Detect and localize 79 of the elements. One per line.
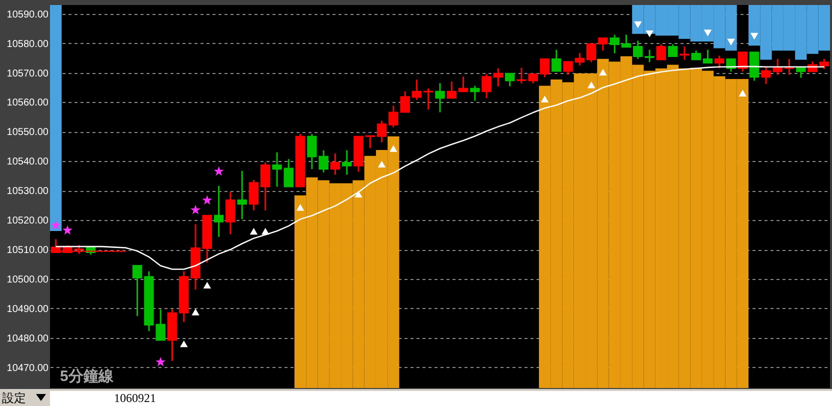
y-tick-label: 10580.00 xyxy=(6,38,49,50)
point xyxy=(738,90,747,96)
point xyxy=(192,308,200,316)
point xyxy=(62,225,72,235)
point xyxy=(156,356,166,366)
text: 1060921 xyxy=(114,391,156,406)
candlestick xyxy=(528,73,538,84)
candlestick xyxy=(563,60,573,76)
point xyxy=(250,228,258,235)
y-tick-label: 10480.00 xyxy=(6,333,49,344)
candlestick xyxy=(482,73,492,99)
point xyxy=(646,30,654,38)
point xyxy=(750,32,758,40)
y-tick-label: 10530.00 xyxy=(6,186,49,198)
candlestick xyxy=(552,49,562,72)
point xyxy=(704,30,712,36)
candlestick xyxy=(621,34,632,48)
candlestick xyxy=(702,49,713,64)
candlestick xyxy=(365,135,376,149)
candlestick xyxy=(446,80,457,99)
y-tick-label: 10500.00 xyxy=(6,274,49,286)
y-tick-label: 10520.00 xyxy=(6,216,49,227)
candlestick xyxy=(610,34,620,54)
candlestick xyxy=(214,185,224,238)
candlestick xyxy=(691,50,701,61)
candlestick xyxy=(819,58,830,70)
candlestick xyxy=(470,84,480,102)
candlestick xyxy=(504,72,515,88)
candlestick xyxy=(598,37,608,52)
y-tick-label: 10550.00 xyxy=(6,127,49,138)
text: 設定 xyxy=(2,390,26,406)
point xyxy=(378,160,386,168)
y-tick-label: 10560.00 xyxy=(6,98,49,109)
candlestick xyxy=(796,67,806,79)
point xyxy=(190,204,201,214)
point xyxy=(202,195,212,205)
candlestick xyxy=(330,152,340,176)
candlestick xyxy=(412,78,422,101)
point xyxy=(296,204,304,211)
candlestick xyxy=(656,43,666,61)
point xyxy=(599,68,607,76)
candlestick xyxy=(284,158,294,188)
candlestick xyxy=(260,162,270,212)
y-tick-label: 10510.00 xyxy=(6,245,49,256)
point xyxy=(50,220,61,230)
candlestick xyxy=(376,120,387,144)
point xyxy=(390,145,398,152)
candlestick xyxy=(342,149,352,176)
candlestick xyxy=(226,191,236,235)
candlestick xyxy=(668,43,678,58)
candlestick xyxy=(714,54,724,70)
candlestick xyxy=(574,52,585,66)
candlestick xyxy=(493,68,504,88)
y-tick-label: 10490.00 xyxy=(6,304,49,315)
candlestick xyxy=(516,67,526,84)
annotation: 5分鐘線 xyxy=(60,367,114,386)
point xyxy=(214,166,224,176)
candlestick xyxy=(586,43,596,63)
candlestick xyxy=(540,58,550,78)
candlestick xyxy=(423,88,434,110)
candlestick xyxy=(784,58,794,76)
point xyxy=(727,38,735,46)
y-tick-label: 10470.00 xyxy=(6,362,49,374)
candlestick xyxy=(680,46,690,61)
candlestick xyxy=(458,76,468,92)
candlestick xyxy=(237,170,247,220)
candlestick xyxy=(272,152,282,188)
y-tick-label: 10570.00 xyxy=(6,68,49,80)
point xyxy=(587,81,596,88)
y-tick-label: 10590.00 xyxy=(6,9,49,20)
point xyxy=(180,340,188,348)
y-tick-label: 10540.00 xyxy=(6,156,49,168)
candlestick xyxy=(132,264,142,317)
point xyxy=(203,282,212,289)
candlestick xyxy=(435,82,445,113)
point xyxy=(540,96,549,102)
candlestick xyxy=(248,179,259,212)
point xyxy=(634,21,642,28)
candlestick xyxy=(738,51,748,72)
